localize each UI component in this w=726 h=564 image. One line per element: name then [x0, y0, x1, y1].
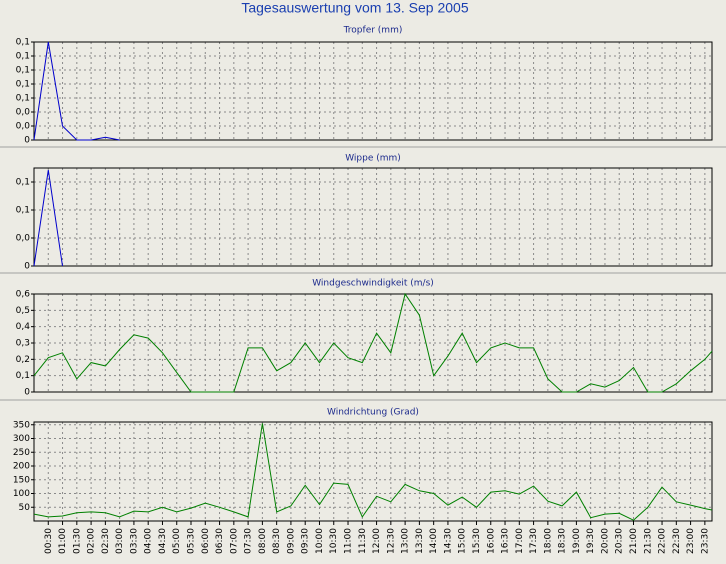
x-tick-label: 12:00 — [372, 528, 382, 554]
y-tick-label: 0,2 — [16, 355, 30, 365]
x-tick-label: 06:30 — [215, 528, 225, 554]
plot-frame — [33, 293, 713, 393]
x-tick-label: 00:30 — [44, 528, 54, 554]
x-tick-label: 15:30 — [472, 528, 482, 554]
y-tick-label: 300 — [13, 434, 30, 444]
y-tick-label: 100 — [13, 489, 30, 499]
y-tick-label: 350 — [13, 420, 30, 430]
x-tick-label: 02:30 — [101, 528, 111, 554]
panel-title: Windrichtung (Grad) — [327, 408, 419, 418]
data-line — [33, 41, 120, 141]
panel-title: Wippe (mm) — [345, 154, 401, 164]
y-tick-label: 150 — [13, 475, 30, 485]
x-tick-label: 10:30 — [329, 528, 339, 554]
x-tick-label: 08:00 — [258, 528, 268, 554]
plot-frame — [33, 167, 713, 267]
plot-frame — [33, 421, 713, 522]
x-tick-label: 05:00 — [172, 528, 182, 554]
x-tick-label: 13:30 — [415, 528, 425, 554]
x-tick-label: 03:30 — [129, 528, 139, 554]
panel-title: Tropfer (mm) — [343, 26, 403, 36]
x-tick-label: 17:00 — [515, 528, 525, 554]
y-tick-label: 0 — [24, 136, 30, 146]
y-tick-label: 0,1 — [16, 371, 30, 381]
plot-area — [34, 168, 712, 266]
y-tick-label: 0,1 — [16, 80, 30, 90]
y-tick-label: 0,1 — [16, 52, 30, 62]
x-tick-label: 18:00 — [543, 528, 553, 554]
x-tick-label: 09:00 — [286, 528, 296, 554]
y-tick-label: 0,5 — [16, 306, 30, 316]
x-tick-label: 07:00 — [229, 528, 239, 554]
y-tick-label: 0,1 — [16, 94, 30, 104]
x-tick-label: 20:00 — [600, 528, 610, 554]
x-tick-label: 18:30 — [558, 528, 568, 554]
x-tick-label: 02:00 — [87, 528, 97, 554]
x-tick-label: 15:00 — [458, 528, 468, 554]
data-line — [33, 292, 713, 393]
y-tick-label: 0,3 — [16, 339, 30, 349]
x-tick-label: 17:30 — [529, 528, 539, 554]
y-tick-label: 0,0 — [16, 108, 31, 118]
x-tick-label: 14:00 — [429, 528, 439, 554]
x-tick-label: 04:00 — [144, 528, 154, 554]
y-tick-label: 0,1 — [16, 206, 30, 216]
x-tick-label: 13:00 — [401, 528, 411, 554]
x-tick-label: 04:30 — [158, 528, 168, 554]
y-tick-label: 0,4 — [16, 322, 31, 332]
x-tick-label: 11:00 — [344, 528, 354, 554]
y-tick-label: 250 — [13, 448, 30, 458]
x-tick-label: 23:30 — [700, 528, 710, 554]
y-tick-label: 0 — [24, 262, 30, 272]
x-tick-label: 16:00 — [486, 528, 496, 554]
x-tick-label: 12:30 — [386, 528, 396, 554]
x-tick-label: 14:30 — [443, 528, 453, 554]
x-tick-label: 05:30 — [187, 528, 197, 554]
plot-area — [34, 422, 712, 521]
x-tick-label: 22:00 — [658, 528, 668, 554]
y-tick-label: 0,1 — [16, 38, 30, 48]
y-tick-label: 0 — [24, 388, 30, 398]
x-tick-label: 06:00 — [201, 528, 211, 554]
x-tick-label: 22:30 — [672, 528, 682, 554]
x-tick-label: 07:30 — [244, 528, 254, 554]
x-tick-label: 21:30 — [643, 528, 653, 554]
y-tick-label: 0,1 — [16, 178, 30, 188]
x-tick-label: 01:30 — [72, 528, 82, 554]
y-tick-label: 50 — [19, 503, 31, 513]
x-tick-label: 16:30 — [501, 528, 511, 554]
x-tick-label: 21:00 — [629, 528, 639, 554]
y-tick-label: 200 — [13, 462, 30, 472]
y-tick-label: 0,0 — [16, 234, 31, 244]
x-tick-label: 19:30 — [586, 528, 596, 554]
x-tick-label: 01:00 — [58, 528, 68, 554]
panel-title: Windgeschwindigkeit (m/s) — [312, 279, 434, 289]
x-tick-label: 20:30 — [615, 528, 625, 554]
x-tick-label: 10:00 — [315, 528, 325, 554]
x-tick-label: 03:00 — [115, 528, 125, 554]
plot-frame — [33, 41, 713, 141]
page-title: Tagesauswertung vom 13. Sep 2005 — [241, 0, 468, 16]
x-tick-label: 19:00 — [572, 528, 582, 554]
y-tick-label: 0,1 — [16, 66, 30, 76]
x-tick-label: 08:30 — [272, 528, 282, 554]
x-tick-label: 09:30 — [301, 528, 311, 554]
y-tick-label: 0,0 — [16, 122, 31, 132]
data-line — [33, 170, 63, 267]
x-tick-label: 23:00 — [686, 528, 696, 554]
plot-area — [34, 42, 712, 140]
x-tick-label: 11:30 — [358, 528, 368, 554]
y-tick-label: 0,6 — [16, 290, 31, 300]
data-line — [33, 423, 713, 521]
